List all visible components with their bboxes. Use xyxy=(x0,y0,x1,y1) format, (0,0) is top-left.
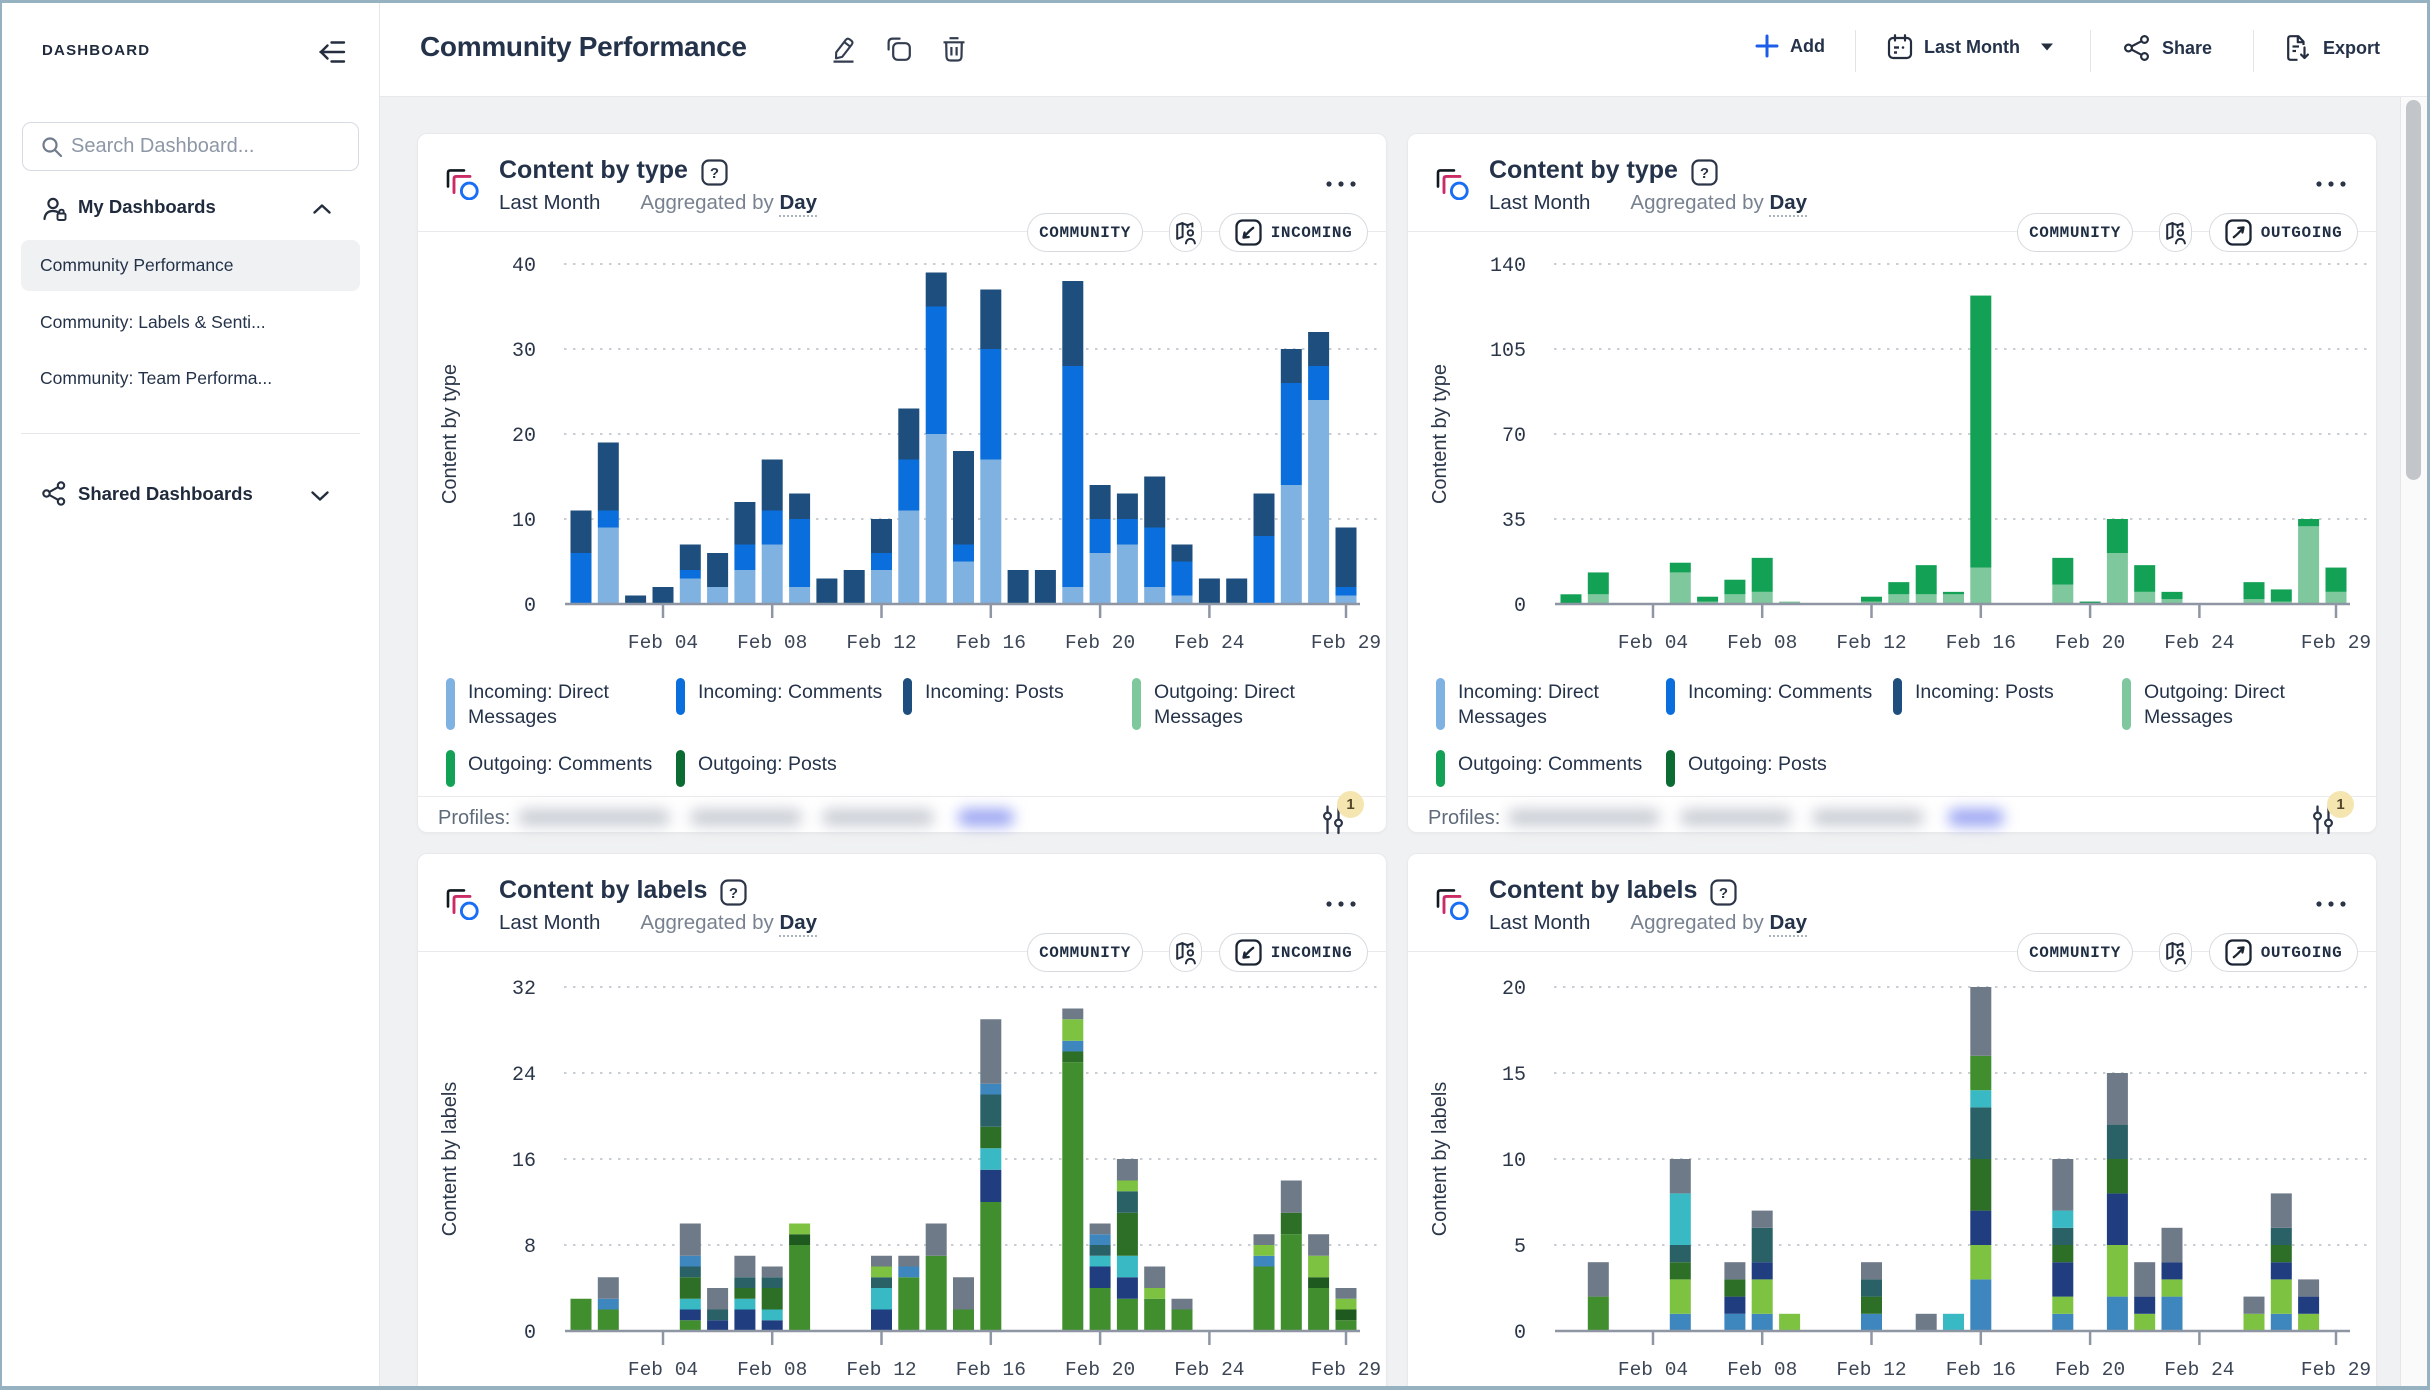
svg-text:?: ? xyxy=(1700,165,1709,182)
svg-text:40: 40 xyxy=(512,255,536,278)
svg-text:Content by labels: Content by labels xyxy=(439,1082,461,1237)
svg-text:Feb 29: Feb 29 xyxy=(2301,632,2371,654)
svg-text:Feb 04: Feb 04 xyxy=(1618,1359,1688,1381)
svg-text:Feb 12: Feb 12 xyxy=(846,632,916,654)
svg-text:Feb 16: Feb 16 xyxy=(1946,632,2016,654)
svg-text:Feb 08: Feb 08 xyxy=(737,1359,807,1381)
svg-text:105: 105 xyxy=(1490,340,1526,363)
svg-text:20: 20 xyxy=(512,425,536,448)
svg-text:0: 0 xyxy=(1514,595,1526,618)
svg-text:Feb 24: Feb 24 xyxy=(2164,632,2234,654)
svg-text:?: ? xyxy=(729,885,738,902)
svg-text:Feb 20: Feb 20 xyxy=(1065,632,1135,654)
svg-text:Feb 16: Feb 16 xyxy=(1946,1359,2016,1381)
svg-text:Feb 08: Feb 08 xyxy=(1727,632,1797,654)
svg-text:Feb 29: Feb 29 xyxy=(1311,1359,1381,1381)
svg-text:Feb 08: Feb 08 xyxy=(1727,1359,1797,1381)
svg-text:Feb 24: Feb 24 xyxy=(2164,1359,2234,1381)
svg-text:Feb 20: Feb 20 xyxy=(2055,1359,2125,1381)
svg-text:16: 16 xyxy=(512,1150,536,1173)
svg-text:15: 15 xyxy=(1502,1064,1526,1087)
svg-text:8: 8 xyxy=(524,1236,536,1259)
svg-text:Feb 16: Feb 16 xyxy=(956,1359,1026,1381)
svg-text:24: 24 xyxy=(512,1064,536,1087)
svg-text:20: 20 xyxy=(1502,978,1526,1001)
svg-text:0: 0 xyxy=(524,1322,536,1345)
svg-text:?: ? xyxy=(1719,885,1728,902)
svg-text:Feb 24: Feb 24 xyxy=(1174,1359,1244,1381)
svg-text:32: 32 xyxy=(512,978,536,1001)
svg-text:Feb 04: Feb 04 xyxy=(1618,632,1688,654)
svg-text:Feb 29: Feb 29 xyxy=(2301,1359,2371,1381)
svg-text:Feb 04: Feb 04 xyxy=(628,1359,698,1381)
svg-text:Content by type: Content by type xyxy=(439,364,461,504)
svg-text:10: 10 xyxy=(1502,1150,1526,1173)
svg-text:?: ? xyxy=(710,165,719,182)
svg-text:140: 140 xyxy=(1490,255,1526,278)
svg-text:30: 30 xyxy=(512,340,536,363)
svg-text:0: 0 xyxy=(1514,1322,1526,1345)
svg-text:Feb 04: Feb 04 xyxy=(628,632,698,654)
svg-text:Feb 20: Feb 20 xyxy=(1065,1359,1135,1381)
svg-text:Content by type: Content by type xyxy=(1429,364,1451,504)
svg-text:Feb 29: Feb 29 xyxy=(1311,632,1381,654)
svg-text:Feb 24: Feb 24 xyxy=(1174,632,1244,654)
svg-text:10: 10 xyxy=(512,510,536,533)
svg-text:Feb 12: Feb 12 xyxy=(1836,632,1906,654)
svg-text:0: 0 xyxy=(524,595,536,618)
svg-text:Feb 12: Feb 12 xyxy=(1836,1359,1906,1381)
svg-text:Feb 20: Feb 20 xyxy=(2055,632,2125,654)
svg-text:Feb 12: Feb 12 xyxy=(846,1359,916,1381)
svg-text:Feb 16: Feb 16 xyxy=(956,632,1026,654)
svg-text:35: 35 xyxy=(1502,510,1526,533)
svg-text:Feb 08: Feb 08 xyxy=(737,632,807,654)
svg-text:5: 5 xyxy=(1514,1236,1526,1259)
svg-text:Content by labels: Content by labels xyxy=(1429,1082,1451,1237)
svg-text:70: 70 xyxy=(1502,425,1526,448)
